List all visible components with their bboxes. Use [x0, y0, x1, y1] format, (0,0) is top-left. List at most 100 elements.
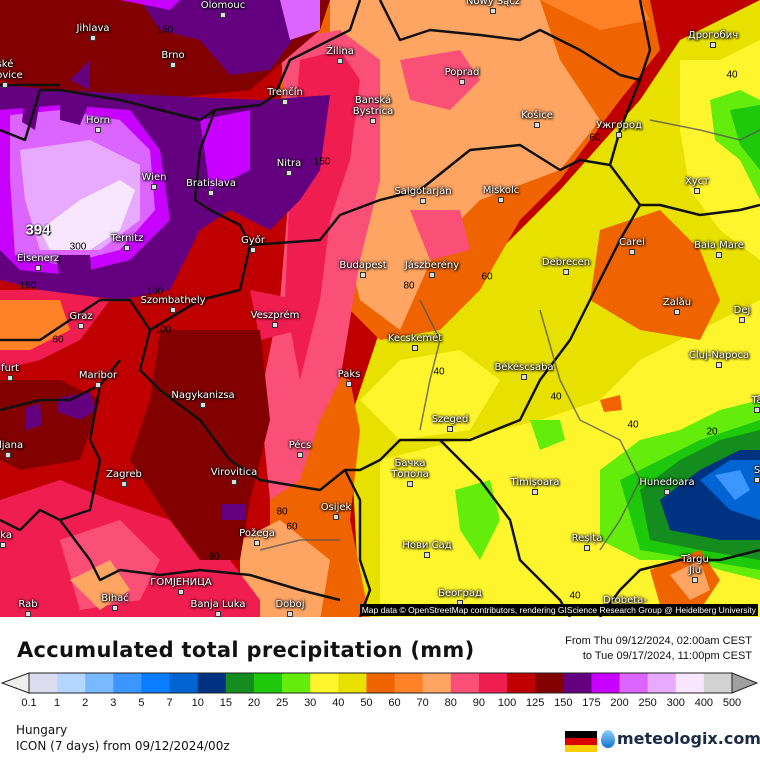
- city-label: Maribor: [78, 370, 118, 381]
- city-marker: [429, 272, 435, 278]
- city-label: furt: [1, 363, 19, 374]
- color-bin: [478, 673, 508, 693]
- germany-flag-icon: [565, 731, 597, 752]
- contour-label: 40: [433, 366, 445, 378]
- precipitation-field: [0, 0, 760, 617]
- city-label: Jászberény: [404, 260, 460, 271]
- city-label: Olomouc: [200, 0, 246, 11]
- color-bin: [450, 673, 480, 693]
- city-label: Brno: [161, 50, 185, 61]
- contour-label: 60: [481, 271, 493, 283]
- city-marker: [5, 452, 11, 458]
- color-bin: [113, 673, 142, 693]
- city-marker: [616, 132, 622, 138]
- city-label: Miskolc: [482, 185, 520, 196]
- city-marker: [286, 170, 292, 176]
- max-value-label: 394: [25, 221, 51, 239]
- city-marker: [272, 322, 278, 328]
- city-label: Trenčín: [267, 87, 303, 98]
- over-arrow: [731, 672, 759, 694]
- contour-label: 40: [569, 590, 581, 602]
- city-marker: [0, 542, 6, 548]
- city-marker: [282, 99, 288, 105]
- period-to: to Tue 09/17/2024, 11:00pm CEST: [582, 650, 752, 662]
- city-label: Paks: [337, 369, 361, 380]
- color-bin: [169, 673, 199, 693]
- city-label: Wien: [141, 172, 167, 183]
- tick-label: 175: [582, 697, 601, 709]
- tick-label: 90: [472, 697, 486, 709]
- tick-label: 150: [554, 697, 573, 709]
- city-label: Târgu Jiu: [681, 554, 709, 576]
- color-bin: [366, 673, 396, 693]
- tick-label: 30: [304, 697, 317, 709]
- tick-label: 50: [360, 697, 373, 709]
- city-label: Szombathely: [140, 295, 206, 306]
- city-marker: [250, 247, 256, 253]
- color-bin: [703, 673, 733, 693]
- city-label: Drobeta-: [603, 595, 647, 606]
- color-bin: [507, 673, 536, 693]
- city-label: Békéscsaba: [494, 362, 554, 373]
- city-label: Hunedoara: [639, 477, 695, 488]
- tick-label: 70: [416, 697, 429, 709]
- city-label: Нови Сад: [402, 540, 452, 551]
- city-label: Zagreb: [106, 469, 142, 480]
- city-label: Nitra: [276, 158, 302, 169]
- city-label: Salgótarján: [394, 186, 452, 197]
- city-label: ské ějovice: [0, 59, 23, 81]
- city-label: Бачка Топола: [391, 458, 429, 480]
- city-marker: [420, 198, 426, 204]
- city-label: Rab: [18, 599, 38, 610]
- city-label: Дрогобич: [687, 30, 739, 41]
- city-label: Graz: [69, 311, 93, 322]
- legend-title: Accumulated total precipitation (mm): [17, 638, 475, 662]
- city-marker: [674, 309, 680, 315]
- city-label: Bihać: [101, 593, 129, 604]
- city-label: ГОМЈЕНИЦА: [150, 577, 212, 588]
- tick-label: 300: [666, 697, 685, 709]
- city-label: Doboj: [275, 599, 305, 610]
- color-bin: [591, 673, 621, 693]
- tick-label: 3: [110, 697, 117, 709]
- city-label: Београд: [438, 588, 482, 599]
- city-label: Dej: [733, 305, 751, 316]
- city-marker: [95, 127, 101, 133]
- city-marker: [170, 307, 176, 313]
- city-label: Nagykanizsa: [171, 390, 235, 401]
- city-marker: [532, 489, 538, 495]
- city-marker: [360, 272, 366, 278]
- city-label: Eisenerz: [16, 253, 60, 264]
- color-bin: [141, 673, 171, 693]
- city-label: Horn: [86, 115, 110, 126]
- city-marker: [35, 265, 41, 271]
- tick-label: 0.1: [21, 697, 37, 709]
- map-attribution: Map data © OpenStreetMap contributors, r…: [359, 604, 758, 616]
- meteologix-logo[interactable]: meteologix.com: [601, 729, 760, 748]
- city-label: Timișoara: [510, 477, 560, 488]
- city-marker: [90, 35, 96, 41]
- city-marker: [716, 362, 722, 368]
- tick-label: 7: [166, 697, 173, 709]
- city-marker: [490, 8, 496, 14]
- city-marker: [337, 58, 343, 64]
- drop-icon: [601, 729, 615, 748]
- tick-label: 25: [275, 697, 289, 709]
- city-label: Cluj-Napoca: [688, 350, 750, 361]
- color-scale-bar: [0, 672, 759, 694]
- city-label: Košice: [521, 110, 553, 121]
- city-marker: [208, 190, 214, 196]
- tick-label: 20: [247, 697, 261, 709]
- city-label: Požega: [239, 528, 275, 539]
- city-label: Győr: [241, 235, 265, 246]
- color-bin: [647, 673, 677, 693]
- city-marker: [121, 481, 127, 487]
- tick-label: 5: [138, 697, 145, 709]
- model-label: ICON (7 days) from 09/12/2024/00z: [16, 739, 230, 753]
- color-bin: [197, 673, 227, 693]
- precipitation-map[interactable]: Olomouc Jihlava Brno ské ějovice Horn Wien Bra…: [0, 0, 760, 617]
- city-marker: [346, 381, 352, 387]
- color-bin: [394, 673, 424, 693]
- city-marker: [178, 589, 184, 595]
- contour-label: 60: [589, 132, 601, 144]
